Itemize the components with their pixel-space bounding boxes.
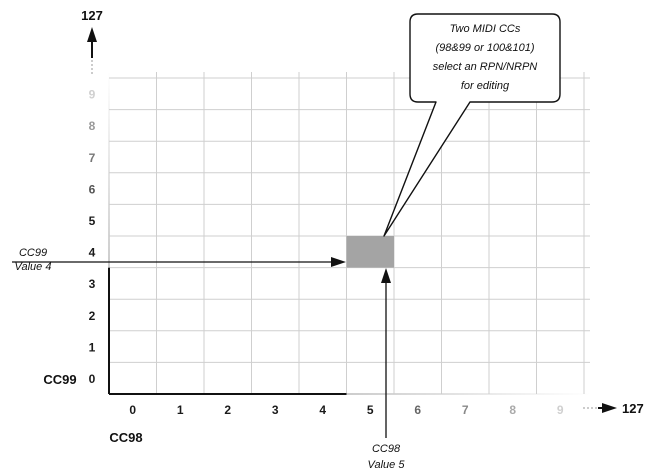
y-tick-label: 1	[89, 340, 96, 354]
arrow-up-icon	[381, 268, 391, 283]
y-tick-label: 6	[89, 182, 96, 196]
cc99-annotation-line1: CC99	[19, 247, 47, 259]
y-tick-label: 3	[89, 277, 96, 291]
cc99-pointer-arrow	[12, 257, 346, 267]
x-axis-fade	[346, 393, 590, 395]
y-axis-name: CC99	[43, 372, 76, 387]
selected-parameter-cell	[346, 236, 394, 268]
arrow-right-icon	[331, 257, 346, 267]
x-axis-max-label: 127	[622, 401, 644, 416]
cc98-annotation-line1: CC98	[372, 443, 401, 455]
y-axis-max-label: 127	[81, 8, 103, 23]
x-tick-label: 1	[177, 403, 184, 417]
y-tick-label: 4	[89, 246, 96, 260]
x-tick-label: 2	[224, 403, 231, 417]
x-tick-label: 5	[367, 403, 374, 417]
y-axis-extension	[87, 27, 97, 74]
callout-line-2: (98&99 or 100&101)	[435, 42, 534, 54]
axes	[108, 72, 590, 395]
y-tick-label: 7	[89, 151, 96, 165]
y-tick-label: 0	[89, 372, 96, 386]
grid	[109, 72, 590, 394]
x-axis-name: CC98	[109, 430, 142, 445]
callout-bubble: Two MIDI CCs (98&99 or 100&101) select a…	[383, 13, 561, 237]
y-tick-label: 5	[89, 214, 96, 228]
x-tick-label: 8	[509, 403, 516, 417]
x-arrow-right-icon	[602, 403, 617, 413]
y-arrow-up-icon	[87, 27, 97, 42]
x-axis-extension	[583, 403, 617, 413]
y-tick-label: 2	[89, 309, 96, 323]
callout-line-4: for editing	[461, 80, 510, 92]
x-tick-label: 9	[557, 403, 564, 417]
y-tick-label: 9	[89, 88, 96, 102]
x-tick-label: 3	[272, 403, 279, 417]
y-tick-label: 8	[89, 119, 96, 133]
x-tick-label: 0	[129, 403, 136, 417]
cc98-annotation-line2: Value 5	[368, 459, 406, 471]
x-tick-label: 7	[462, 403, 469, 417]
y-axis-fade	[108, 72, 110, 268]
x-tick-labels: 0 1 2 3 4 5 6 7 8 9	[129, 403, 564, 417]
x-tick-label: 6	[414, 403, 421, 417]
callout-line-1: Two MIDI CCs	[450, 23, 521, 35]
y-tick-labels: 0 1 2 3 4 5 6 7 8 9	[89, 88, 96, 386]
x-tick-label: 4	[319, 403, 326, 417]
callout-line-3: select an RPN/NRPN	[433, 61, 538, 73]
cc99-annotation-line2: Value 4	[15, 261, 52, 273]
cc98-pointer-arrow	[381, 268, 391, 438]
